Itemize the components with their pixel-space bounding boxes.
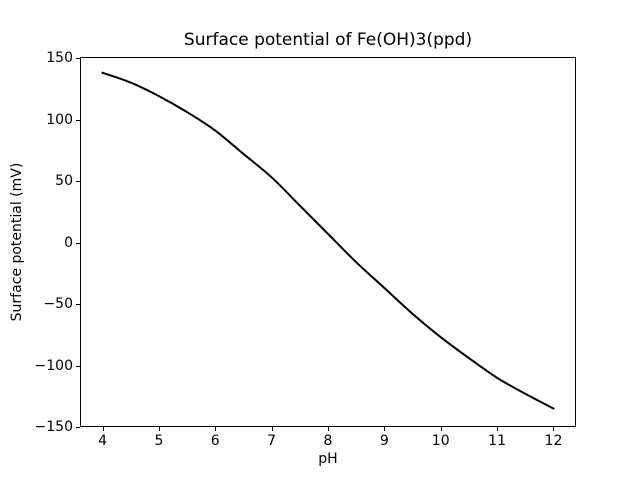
x-tick-label: 7 bbox=[267, 433, 277, 449]
chart-title: Surface potential of Fe(OH)3(ppd) bbox=[183, 30, 473, 50]
y-tick-label: 50 bbox=[55, 173, 73, 189]
y-tick-label: 100 bbox=[46, 111, 73, 128]
y-tick-label: −50 bbox=[43, 296, 73, 312]
x-tick-label: 11 bbox=[488, 433, 506, 449]
series-line bbox=[101, 71, 555, 410]
x-axis-label: pH bbox=[318, 451, 338, 467]
x-tick-label: 10 bbox=[431, 433, 450, 449]
y-tick-label: 150 bbox=[46, 50, 73, 66]
x-tick-label: 4 bbox=[98, 433, 107, 449]
tick-layer bbox=[76, 58, 554, 431]
axes-box bbox=[80, 57, 576, 427]
y-tick-label: 0 bbox=[64, 234, 73, 251]
x-tick-label: 5 bbox=[154, 433, 164, 449]
x-tick-label: 9 bbox=[379, 433, 389, 449]
y-tick-label: −100 bbox=[34, 357, 73, 374]
x-tick-label: 8 bbox=[323, 433, 333, 449]
x-tick-label: 6 bbox=[210, 433, 220, 449]
y-tick-label: −150 bbox=[34, 419, 73, 435]
x-tick-label: 12 bbox=[544, 433, 563, 449]
